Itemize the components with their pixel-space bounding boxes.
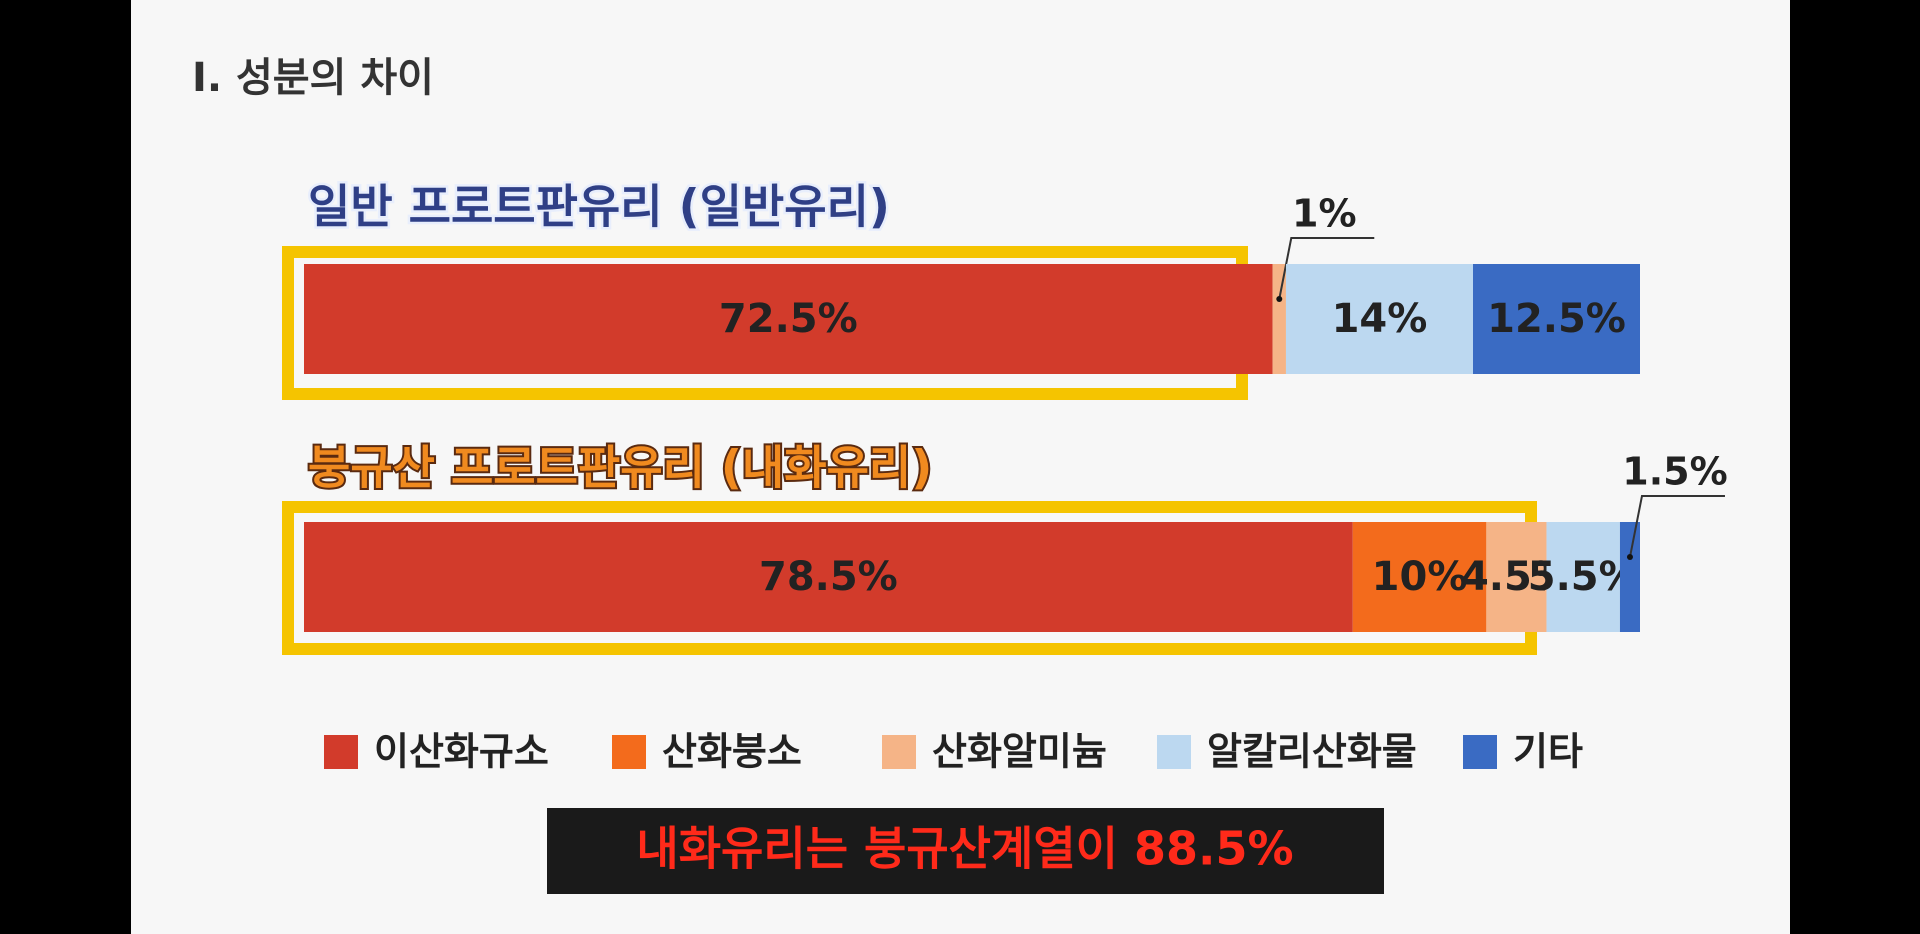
- bar-segment: [304, 264, 1273, 374]
- bar-segment: [304, 522, 1353, 632]
- legend-swatch: [1463, 735, 1497, 769]
- slide: [131, 0, 1790, 934]
- bar-segment: [1473, 264, 1640, 374]
- value-label: 1%: [1292, 192, 1357, 236]
- legend-label: 산화알미늄: [932, 730, 1107, 774]
- bar-segment: [1352, 522, 1487, 632]
- leader-line: [1628, 495, 1725, 558]
- legend-swatch: [324, 735, 358, 769]
- value-label: 1.5%: [1622, 450, 1727, 494]
- category-label: 붕규산 프로트판유리 (내화유리): [308, 441, 932, 495]
- category-label: 일반 프로트판유리 (일반유리): [308, 180, 890, 234]
- bar-segment: [1285, 264, 1473, 374]
- value-label: 72.5%: [719, 296, 858, 342]
- leader-line: [1278, 237, 1375, 300]
- bar-segment: [1272, 264, 1286, 374]
- legend-swatch: [882, 735, 916, 769]
- slide-title: Ⅰ. 성분의 차이: [192, 55, 434, 101]
- legend-swatch: [612, 735, 646, 769]
- bar-segment: [1486, 522, 1547, 632]
- legend-swatch: [1157, 735, 1191, 769]
- legend-label: 산화붕소: [662, 730, 802, 774]
- caption: 내화유리는 붕규산계열이 88.5%: [636, 822, 1293, 876]
- value-label: 78.5%: [759, 554, 898, 600]
- legend-label: 이산화규소: [374, 730, 549, 774]
- bar-segment: [1546, 522, 1620, 632]
- value-label: 14%: [1332, 296, 1428, 342]
- value-label: 10%: [1372, 554, 1468, 600]
- caption-box: [547, 808, 1384, 894]
- bar-segment: [1619, 522, 1640, 632]
- legend-label: 기타: [1513, 730, 1583, 774]
- leader-dot: [1276, 296, 1283, 302]
- value-label: 12.5%: [1487, 296, 1626, 342]
- leader-dot: [1626, 554, 1633, 560]
- legend-label: 알칼리산화물: [1207, 730, 1417, 774]
